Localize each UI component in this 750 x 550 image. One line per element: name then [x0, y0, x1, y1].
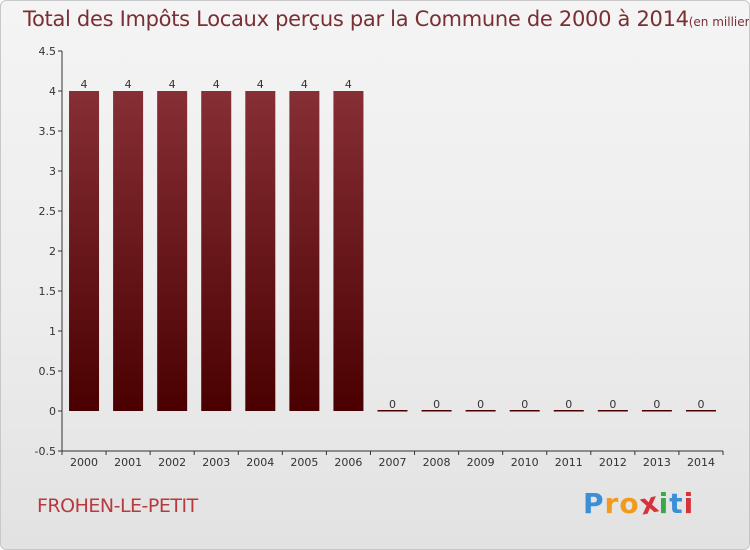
y-tick-label: 0 [49, 405, 56, 418]
bar [157, 91, 188, 411]
y-tick-label: 1.5 [39, 285, 57, 298]
bar [113, 91, 144, 411]
x-tick-label: 2004 [246, 456, 274, 469]
bar [553, 410, 584, 412]
x-tick-label: 2006 [334, 456, 362, 469]
data-label: 0 [653, 398, 660, 411]
data-label: 0 [389, 398, 396, 411]
bar [289, 91, 320, 411]
logo-letter: o [619, 487, 640, 520]
commune-name: FROHEN-LE-PETIT [37, 495, 198, 517]
y-tick-label: 3 [49, 165, 56, 178]
bar [333, 91, 364, 411]
x-tick-label: 2007 [379, 456, 407, 469]
data-label: 0 [521, 398, 528, 411]
x-tick-label: 2009 [467, 456, 495, 469]
bar [597, 410, 628, 412]
logo-letter: t [669, 487, 684, 520]
data-label: 4 [125, 78, 132, 91]
y-tick-label: 3.5 [39, 125, 57, 138]
data-label: 4 [257, 78, 264, 91]
data-label: 0 [565, 398, 572, 411]
x-tick-label: 2011 [555, 456, 583, 469]
x-tick-label: 2008 [423, 456, 451, 469]
bar [69, 91, 100, 411]
data-label: 4 [301, 78, 308, 91]
proxiti-logo: Proxiti [583, 485, 695, 521]
bar [201, 91, 232, 411]
y-tick-label: 0.5 [39, 365, 57, 378]
y-tick-label: 1 [49, 325, 56, 338]
bar [245, 91, 276, 411]
data-label: 0 [697, 398, 704, 411]
x-tick-label: 2012 [599, 456, 627, 469]
x-tick-label: 2000 [70, 456, 98, 469]
y-tick-label: 4 [49, 85, 56, 98]
chart-title-main: Total des Impôts Locaux perçus par la Co… [23, 7, 689, 31]
data-label: 0 [433, 398, 440, 411]
chart-title-unit: (en milliers d'€) [688, 15, 750, 29]
x-tick-label: 2002 [158, 456, 186, 469]
chart-title: Total des Impôts Locaux perçus par la Co… [23, 7, 750, 31]
bar [685, 410, 716, 412]
bar [465, 410, 496, 412]
bar [421, 410, 452, 412]
y-tick-label: 2 [49, 245, 56, 258]
y-tick-label: 4.5 [39, 45, 57, 58]
x-tick-label: 2005 [290, 456, 318, 469]
y-tick-label: -0.5 [35, 445, 56, 458]
bar [509, 410, 540, 412]
x-tick-label: 2013 [643, 456, 671, 469]
data-label: 4 [169, 78, 176, 91]
logo-letter: P [583, 487, 605, 520]
bar [641, 410, 672, 412]
x-tick-label: 2003 [202, 456, 230, 469]
data-label: 4 [81, 78, 88, 91]
data-label: 0 [609, 398, 616, 411]
data-label: 4 [213, 78, 220, 91]
data-label: 4 [345, 78, 352, 91]
data-label: 0 [477, 398, 484, 411]
x-tick-label: 2001 [114, 456, 142, 469]
x-tick-label: 2014 [687, 456, 715, 469]
logo-letter: i [658, 487, 670, 520]
logo-letter: i [683, 487, 695, 520]
logo-letter: r [604, 487, 620, 520]
x-tick-label: 2010 [511, 456, 539, 469]
y-tick-label: 2.5 [39, 205, 57, 218]
bar [377, 410, 408, 412]
